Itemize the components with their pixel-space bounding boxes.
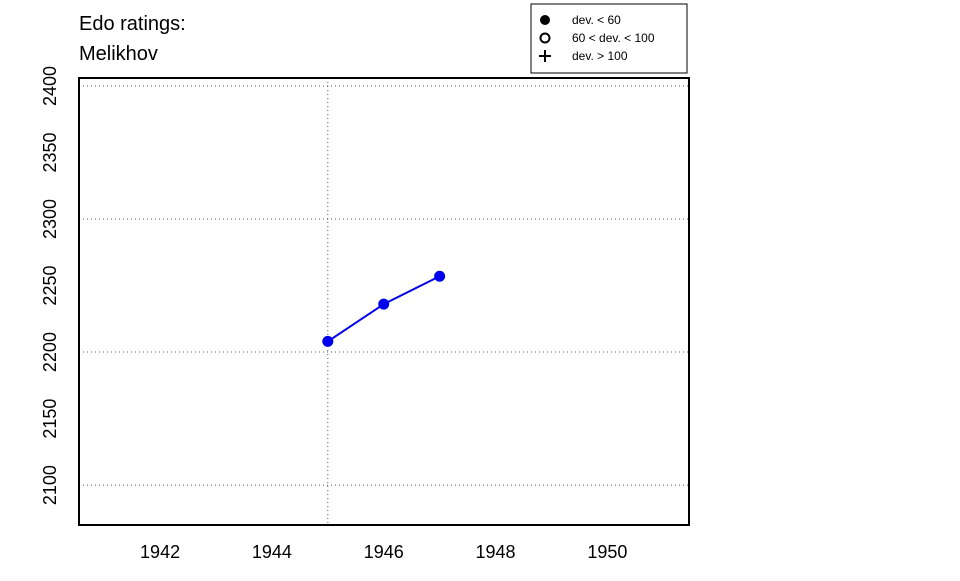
- y-tick-label: 2400: [40, 66, 60, 106]
- legend-marker: [540, 15, 550, 25]
- legend-box: [530, 3, 688, 74]
- x-tick-label: 1946: [364, 542, 404, 562]
- legend-marker: [539, 50, 551, 62]
- legend-label: 60 < dev. < 100: [572, 31, 655, 45]
- chart-title: Edo ratings:: [79, 13, 186, 35]
- chart-title: Melikhov: [79, 43, 158, 65]
- data-point: [322, 335, 334, 347]
- x-tick-label: 1948: [476, 542, 516, 562]
- y-tick-label: 2300: [40, 199, 60, 239]
- y-tick-label: 2100: [40, 465, 60, 505]
- y-tick-label: 2150: [40, 399, 60, 439]
- x-tick-label: 1942: [140, 542, 180, 562]
- legend-label: dev. < 60: [572, 13, 621, 27]
- plot-frame: [78, 77, 690, 526]
- y-tick-label: 2200: [40, 332, 60, 372]
- legend-marker: [539, 32, 551, 44]
- y-tick-label: 2250: [40, 266, 60, 306]
- data-point: [378, 298, 390, 310]
- y-tick-label: 2350: [40, 132, 60, 172]
- x-tick-label: 1950: [587, 542, 627, 562]
- x-tick-label: 1944: [252, 542, 292, 562]
- data-point: [434, 270, 446, 282]
- legend-label: dev. > 100: [572, 49, 628, 63]
